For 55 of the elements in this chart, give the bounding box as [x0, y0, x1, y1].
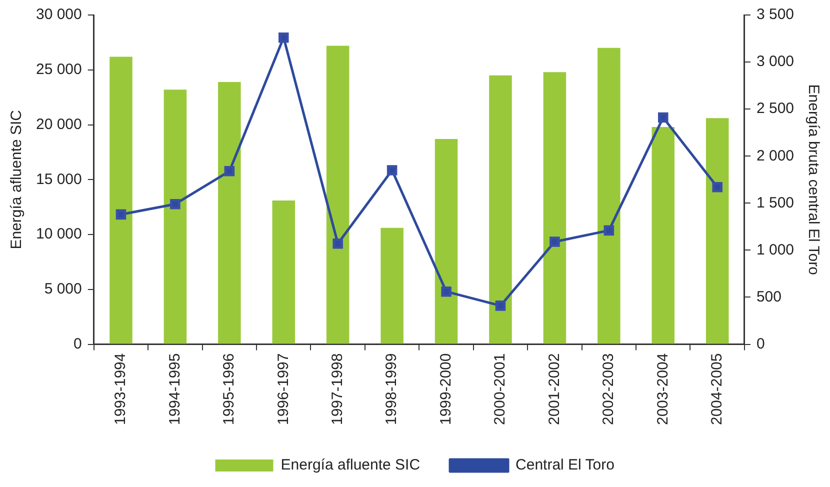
y-tick-label: 5 000 [44, 280, 82, 298]
y2-tick-label: 500 [756, 288, 782, 306]
y-tick-label: 10 000 [36, 226, 82, 243]
point [495, 300, 506, 311]
x-tick-label: 2002-2003 [600, 353, 618, 425]
point [712, 182, 722, 192]
y2-tick-label: 3 000 [756, 53, 794, 70]
bar [164, 90, 187, 344]
y2-axis-title: Energía bruta central El Toro [804, 84, 822, 275]
bar [218, 82, 241, 344]
bar [110, 56, 132, 344]
point [386, 165, 398, 176]
point [550, 236, 560, 247]
y-tick-label: 15 000 [36, 170, 82, 188]
legend-label: Central El Toro [516, 456, 614, 474]
x-tick-label: 1994-1995 [166, 353, 184, 425]
bar [434, 139, 458, 344]
x-tick-label: 1996-1997 [274, 353, 292, 425]
y-tick-label: 0 [74, 335, 82, 352]
x-tick-label: 1999-2000 [437, 353, 454, 425]
point [441, 286, 452, 297]
y2-tick-label: 2 000 [756, 147, 794, 164]
x-tick-label: 1995-1996 [220, 353, 238, 425]
bar [598, 48, 620, 344]
x-tick-label: 2003-2004 [654, 353, 672, 425]
y-tick-label: 30 000 [36, 6, 82, 24]
point [116, 209, 126, 220]
y2-tick-label: 1 500 [756, 194, 794, 212]
x-tick-label: 1993-1994 [112, 353, 130, 425]
point [224, 166, 235, 176]
bar [706, 118, 729, 344]
x-tick-label: 1998-1999 [383, 353, 400, 425]
point [658, 112, 668, 123]
point [332, 238, 343, 249]
x-tick-label: 1997-1998 [328, 353, 346, 425]
x-tick-label: 2001-2002 [546, 353, 563, 425]
point [604, 225, 614, 236]
x-tick-label: 2004-2005 [708, 353, 726, 425]
bar [652, 126, 675, 344]
bar [326, 46, 350, 344]
point [278, 32, 289, 43]
bar [543, 72, 566, 344]
point [170, 198, 180, 210]
y2-tick-label: 3 500 [756, 6, 794, 24]
y-tick-label: 20 000 [36, 116, 82, 133]
bar [489, 75, 512, 344]
y2-tick-label: 1 000 [756, 241, 794, 258]
y2-tick-label: 0 [756, 335, 765, 352]
y2-tick-label: 2 500 [756, 100, 794, 118]
bar [380, 228, 404, 344]
x-tick-label: 2000-2001 [492, 353, 509, 425]
legend-label: Energía afluente SIC [280, 456, 420, 474]
y-tick-label: 25 000 [36, 61, 82, 78]
y-axis-title: Energía afluente SIC [8, 110, 26, 250]
bar [272, 200, 296, 344]
